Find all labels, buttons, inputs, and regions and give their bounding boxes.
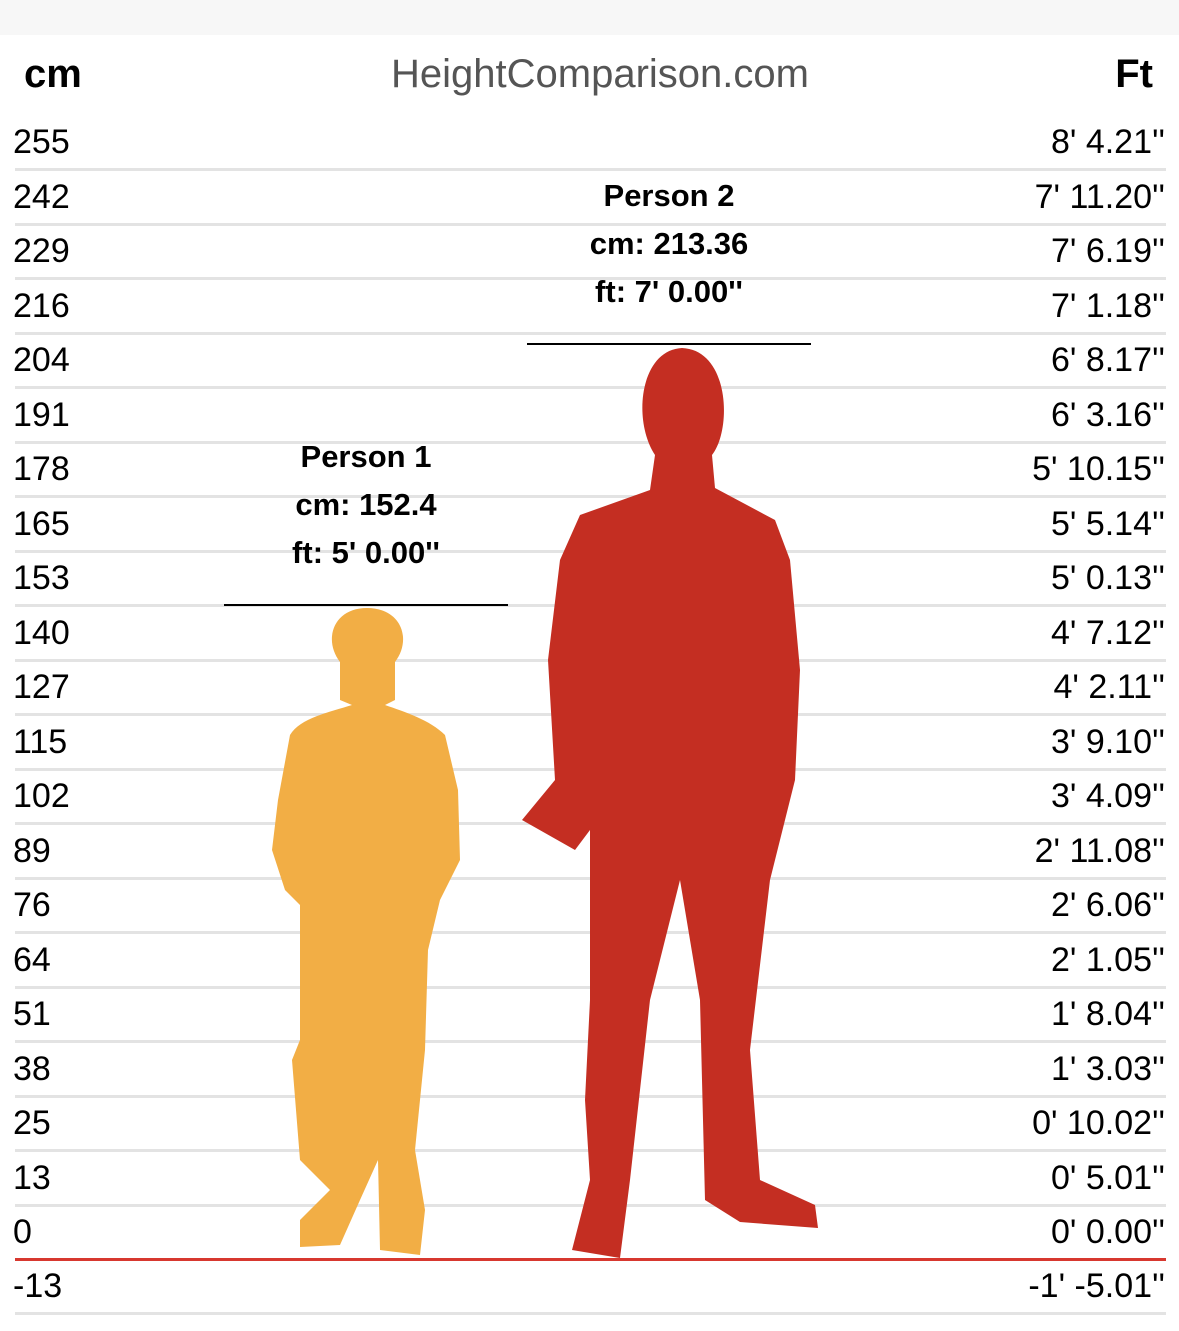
- cm-tick-label: 204: [13, 341, 70, 380]
- cm-tick-label: 64: [13, 940, 51, 979]
- height-marker-line: [527, 342, 811, 345]
- cm-tick-label: 115: [13, 722, 68, 761]
- ft-tick-label: 5' 5.14'': [1050, 504, 1165, 543]
- site-title: HeightComparison.com: [391, 52, 809, 96]
- gridline: [15, 168, 1166, 172]
- ft-tick-label: 2' 11.08'': [1034, 831, 1165, 870]
- person-2-cm-label: cm: 213.36: [589, 225, 749, 261]
- ft-tick-label: 7' 11.20'': [1034, 177, 1165, 216]
- ft-tick-label: 0' 10.02'': [1032, 1104, 1165, 1143]
- ft-axis-title: Ft: [1115, 52, 1153, 96]
- cm-tick-label: 0: [13, 1213, 32, 1251]
- ft-tick-label: -1' -5.01'': [1028, 1267, 1165, 1306]
- gridline: [15, 495, 1166, 499]
- cm-tick-label: 76: [13, 886, 51, 925]
- cm-tick-label: 102: [13, 777, 70, 816]
- gridline: [15, 331, 1166, 335]
- ft-tick-label: 7' 6.19'': [1050, 232, 1165, 271]
- ft-tick-label: 4' 7.12'': [1050, 613, 1165, 652]
- ft-tick-label: 3' 4.09'': [1050, 777, 1165, 816]
- person-1-ft-label: ft: 5' 0.00'': [292, 535, 440, 571]
- person-1-silhouette: [272, 608, 460, 1255]
- cm-tick-label: 89: [13, 831, 51, 870]
- cm-tick-label: 178: [13, 450, 70, 489]
- cm-tick-label: 242: [13, 177, 70, 216]
- cm-tick-label: 38: [13, 1049, 51, 1088]
- ft-tick-label: 6' 3.16'': [1050, 395, 1165, 434]
- ft-tick-label: 1' 3.03'': [1050, 1049, 1165, 1088]
- cm-tick-label: -13: [13, 1267, 63, 1306]
- ground-line: [15, 1258, 1166, 1261]
- cm-axis-title: cm: [24, 52, 82, 96]
- ft-tick-label: 1' 8.04'': [1050, 995, 1165, 1034]
- ft-tick-label: 5' 0.13'': [1050, 559, 1165, 598]
- ft-tick-label: 2' 1.05'': [1050, 940, 1165, 979]
- ft-tick-label: 6' 8.17'': [1050, 341, 1165, 380]
- top-bar: [0, 0, 1179, 35]
- ft-tick-label: 7' 1.18'': [1050, 286, 1165, 325]
- person-2-silhouette: [522, 348, 818, 1258]
- cm-tick-label: 127: [13, 668, 70, 707]
- gridline: [15, 1312, 1166, 1316]
- cm-tick-label: 25: [13, 1104, 51, 1143]
- cm-tick-label: 255: [13, 123, 70, 162]
- ft-tick-label: 5' 10.15'': [1032, 450, 1165, 489]
- ft-tick-label: 8' 4.21'': [1050, 123, 1165, 162]
- cm-tick-label: 229: [13, 232, 70, 271]
- ft-tick-label: 3' 9.10'': [1050, 722, 1165, 761]
- ft-tick-label: 4' 2.11'': [1053, 668, 1165, 707]
- person-2-name: Person 2: [603, 177, 735, 213]
- gridline: [15, 440, 1166, 444]
- gridline: [15, 277, 1166, 281]
- ft-tick-label: 0' 0.00'': [1050, 1213, 1165, 1251]
- person-2-ft-label: ft: 7' 0.00'': [595, 273, 743, 309]
- gridline: [15, 222, 1166, 226]
- ft-tick-label: 0' 5.01'': [1050, 1158, 1165, 1197]
- ft-tick-label: 2' 6.06'': [1050, 886, 1165, 925]
- person-1-name: Person 1: [300, 439, 432, 475]
- cm-tick-label: 191: [13, 395, 70, 434]
- height-marker-line: [224, 604, 508, 607]
- cm-tick-label: 216: [13, 286, 70, 325]
- cm-tick-label: 140: [13, 613, 70, 652]
- person-1-cm-label: cm: 152.4: [295, 487, 437, 523]
- cm-tick-label: 165: [13, 504, 70, 543]
- cm-tick-label: 51: [13, 995, 51, 1034]
- cm-tick-label: 13: [13, 1158, 51, 1197]
- gridline: [15, 386, 1166, 390]
- cm-tick-label: 153: [13, 559, 70, 598]
